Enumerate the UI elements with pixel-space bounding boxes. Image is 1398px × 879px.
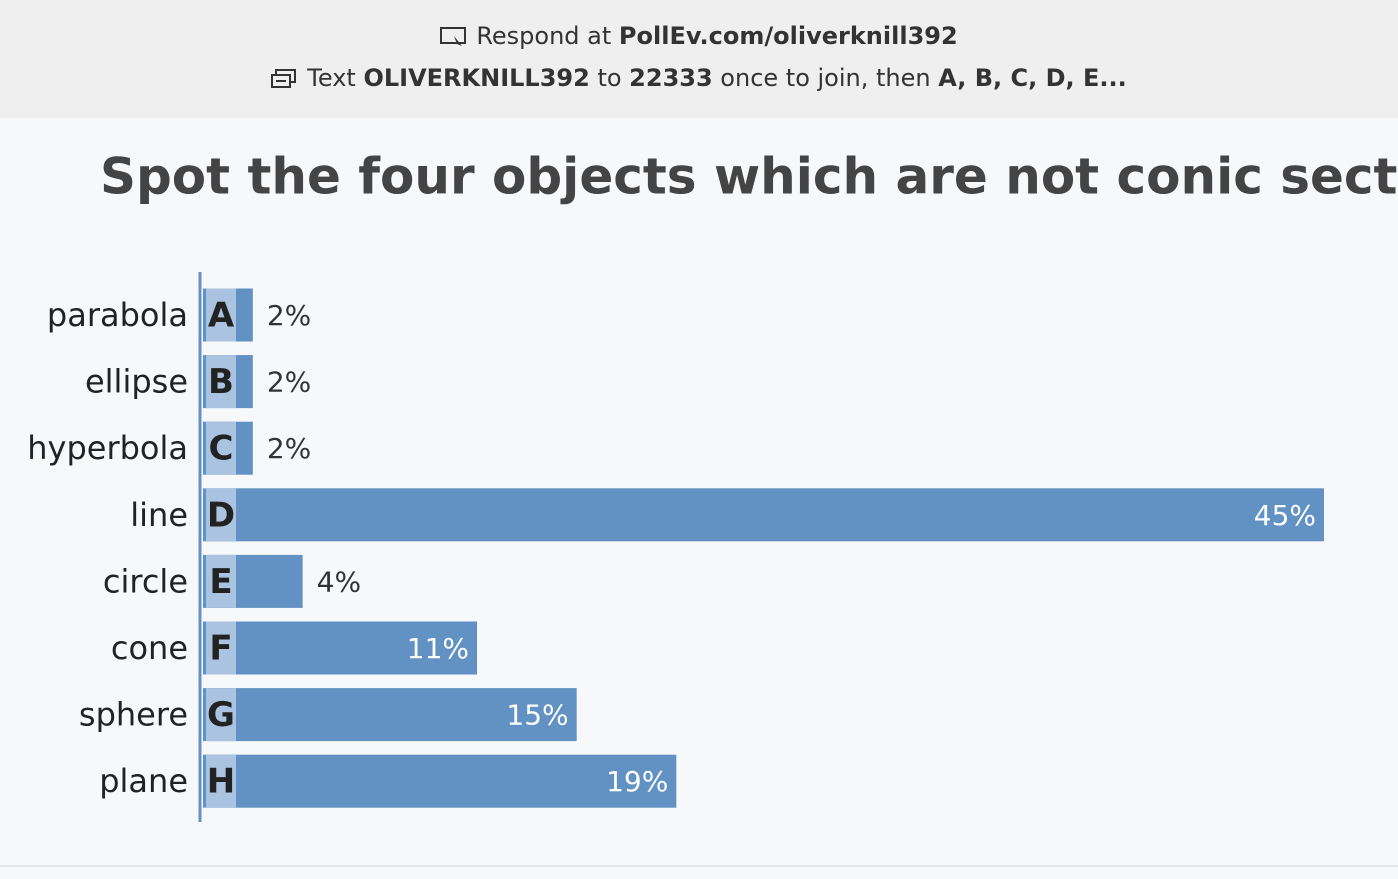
value-label: 11% [407, 632, 469, 665]
letter-box [206, 288, 236, 342]
letter-box [206, 554, 236, 608]
respond-line: Respond at PollEv.com/oliverknill392 [0, 22, 1398, 50]
answer-options: A, B, C, D, E... [938, 64, 1127, 92]
value-label: 45% [1254, 499, 1316, 532]
bottom-border [0, 865, 1398, 867]
category-label: plane [99, 762, 188, 800]
text-line: Text OLIVERKNILL392 to 22333 once to joi… [0, 64, 1398, 92]
letter-box [206, 421, 236, 475]
bar [203, 488, 1324, 542]
category-label: sphere [79, 696, 188, 734]
letter-box [206, 355, 236, 409]
option-letter: C [209, 429, 234, 469]
value-label: 15% [506, 699, 568, 732]
bar [203, 754, 677, 808]
bar [203, 621, 478, 675]
letter-box [206, 754, 236, 808]
letter-box [206, 688, 236, 742]
chart: Spot the four objects which are not coni… [27, 148, 1398, 822]
option-letter: G [207, 695, 235, 735]
letter-box [206, 488, 236, 542]
value-label: 4% [317, 565, 361, 598]
text-middle: to [589, 64, 630, 92]
poll-url[interactable]: PollEv.com/oliverknill392 [618, 22, 958, 50]
bar [203, 688, 577, 742]
option-letter: D [207, 495, 235, 535]
option-letter: A [208, 296, 235, 336]
letter-box [206, 621, 236, 675]
category-label: circle [103, 562, 188, 600]
option-letter: E [209, 562, 232, 602]
message-icon [271, 69, 297, 88]
category-label: parabola [47, 296, 188, 334]
category-label: line [130, 496, 188, 534]
value-label: 2% [267, 432, 311, 465]
category-label: ellipse [85, 363, 188, 401]
text-prefix: Text [307, 64, 364, 92]
sms-number: 22333 [629, 64, 713, 92]
join-code: OLIVERKNILL392 [363, 64, 590, 92]
header-bar: Respond at PollEv.com/oliverknill392 Tex… [0, 0, 1398, 118]
value-label: 2% [267, 366, 311, 399]
option-letter: B [208, 362, 234, 402]
text-suffix: once to join, then [712, 64, 939, 92]
value-label: 19% [606, 765, 668, 798]
value-label: 2% [267, 299, 311, 332]
respond-prefix: Respond at [476, 22, 619, 50]
option-letter: F [209, 629, 232, 669]
category-label: hyperbola [27, 429, 188, 467]
category-label: cone [111, 629, 188, 667]
chart-title: Spot the four objects which are not coni… [100, 148, 1398, 206]
option-letter: H [207, 762, 235, 802]
screen-icon [440, 27, 467, 46]
